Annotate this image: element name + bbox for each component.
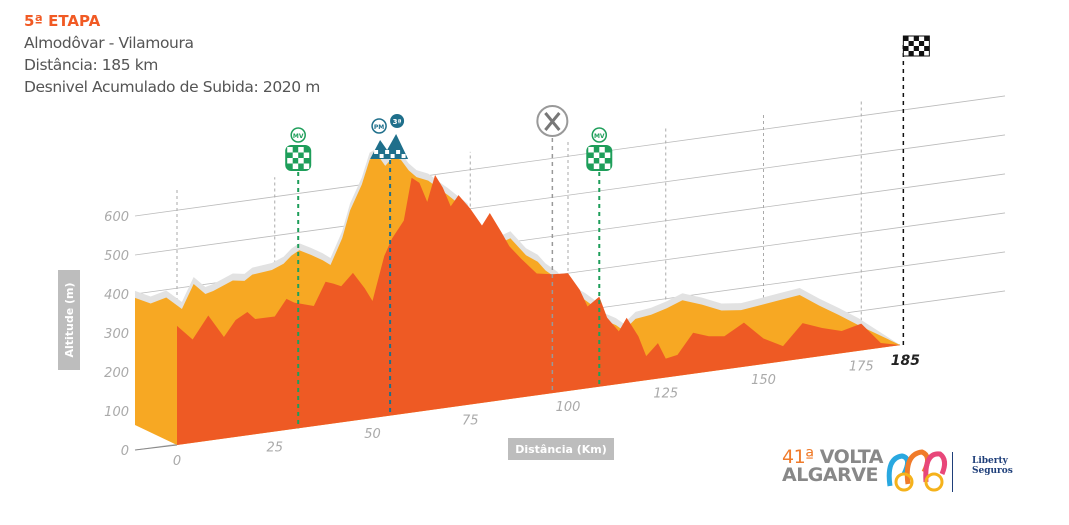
stage-distance: Distância: 185 km — [24, 56, 158, 74]
y-tick-label: 600 — [104, 210, 129, 225]
checker-square — [599, 158, 605, 164]
x-tick-label: 75 — [462, 414, 479, 429]
checker-square — [924, 36, 930, 41]
y-tick-label: 200 — [104, 366, 129, 381]
checker-square — [918, 51, 925, 56]
checker-square — [604, 152, 611, 158]
checker-square — [588, 147, 594, 153]
stage-climb: Desnivel Acumulado de Subida: 2020 m — [24, 78, 320, 96]
x-axis-label-box — [508, 438, 614, 460]
checker-square — [287, 147, 293, 153]
checker-square — [599, 147, 605, 153]
stage-header: 5ª ETAPA Almodôvar - Vilamoura Distância… — [24, 10, 320, 98]
checker-square — [924, 46, 930, 51]
checker-square — [298, 147, 304, 153]
checker-square — [913, 36, 919, 41]
finish-flag-icon — [902, 35, 930, 57]
y-tick-label: 100 — [104, 405, 129, 420]
checker-square — [298, 158, 304, 164]
checker-square — [604, 163, 611, 169]
checker-square — [908, 41, 914, 46]
x-tick-label: 175 — [849, 360, 874, 375]
stage-route: Almodôvar - Vilamoura — [24, 34, 194, 52]
checker-square — [287, 158, 293, 164]
profile-front-face — [177, 174, 901, 445]
y-axis-label: Altitude (m) — [63, 282, 76, 357]
x-tick-label: 50 — [364, 427, 381, 442]
kom-category: 3ª — [393, 118, 402, 126]
feed-zone-icon — [536, 105, 569, 137]
checker-square — [303, 152, 310, 158]
x-tick-label: 185 — [891, 353, 920, 369]
x-axis-label: Distância (Km) — [515, 443, 607, 456]
checker-square — [385, 150, 390, 154]
sprint-icon: MV — [586, 127, 613, 171]
y-axis-label-box — [58, 270, 80, 370]
checker-square — [903, 36, 909, 41]
y-tick-label: 500 — [104, 249, 129, 264]
sponsor-logo: Liberty Seguros — [972, 456, 1013, 476]
y-tick-label: 0 — [121, 444, 129, 459]
gridline — [134, 95, 1006, 217]
sprint-label: MV — [293, 133, 304, 140]
x-tick-label: 125 — [653, 387, 678, 402]
volta-algarve-logo: 41ª VOLTA ALGARVE Liberty Seguros — [782, 448, 1022, 498]
checker-square — [908, 51, 914, 56]
x-tick-label: 0 — [173, 454, 181, 469]
y-tick-label: 300 — [104, 327, 129, 342]
kom-category-badge — [390, 114, 405, 128]
kom-label: PM — [374, 124, 384, 131]
kom-icon: PM 3ª — [370, 114, 409, 159]
sprint-badge — [591, 127, 608, 143]
checker-square — [292, 163, 299, 169]
checker-square — [303, 163, 310, 169]
sprint-icon: MV — [285, 127, 312, 171]
checker-square — [292, 152, 299, 158]
checker-square — [390, 154, 395, 158]
kom-badge — [371, 118, 387, 134]
sprint-badge — [290, 127, 306, 143]
x-tick-label: 25 — [266, 441, 283, 456]
y-tick-label: 400 — [104, 288, 129, 303]
checker-square — [374, 150, 379, 154]
axis-baseline — [134, 444, 178, 451]
cyclists-logo-icon — [886, 449, 948, 492]
checker-square — [593, 152, 600, 158]
x-tick-label: 150 — [751, 373, 776, 388]
gridline — [134, 134, 1006, 256]
checker-square — [401, 154, 406, 158]
checker-square — [918, 41, 925, 46]
checker-square — [913, 46, 919, 51]
x-tick-label: 100 — [556, 400, 581, 415]
sprint-label: MV — [594, 133, 605, 140]
checker-square — [588, 158, 594, 164]
stage-number: 5ª ETAPA — [24, 12, 101, 30]
checker-square — [379, 154, 384, 158]
spoon-icon — [544, 112, 561, 131]
checker-square — [903, 46, 909, 51]
checker-square — [593, 163, 600, 169]
checker-square — [396, 150, 401, 154]
